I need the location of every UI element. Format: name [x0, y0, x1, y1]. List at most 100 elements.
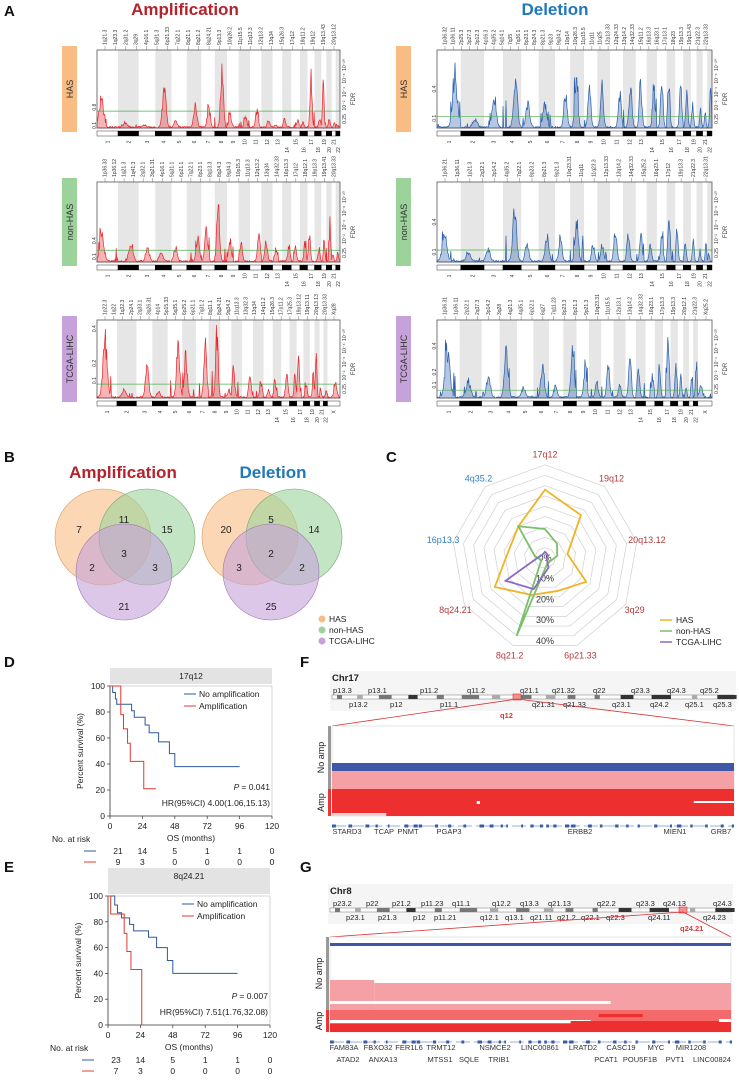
cytoband-label: 3p27.3	[467, 29, 473, 45]
cytoband-label: 11p15.5	[238, 27, 244, 45]
cytoband-label: 1p36.11	[455, 159, 461, 177]
venn-count-nonhas-tcga: 2	[299, 563, 305, 574]
cytoband-label: 15q26.3	[279, 27, 285, 45]
chromosome-band	[707, 50, 712, 128]
cytoband-label: 16p13.3	[646, 27, 652, 45]
chromosome-number: 4	[161, 140, 167, 143]
legend-label: Amplification	[197, 911, 245, 921]
gene-exon	[506, 824, 508, 828]
gene-exon	[539, 824, 543, 828]
chromosome-number: 15	[648, 409, 654, 415]
cytoband-label: 15q25.2	[641, 159, 647, 177]
cytoband-label: 20q13.33	[323, 294, 329, 315]
cytoband-label: 19q13.43	[321, 24, 327, 45]
chromosome-bar-segment	[622, 130, 636, 137]
band-label-bottom: q22.1	[581, 913, 600, 922]
chromosome-band	[299, 50, 308, 128]
chromosome-bar-segment	[289, 400, 297, 407]
panel-f-chr17-heatmap: Chr17 p13.3 p13.1 p11.2 q11.2 q21.1 q21.32 q22 q…	[316, 671, 737, 836]
chromosome-number: 12	[627, 273, 633, 279]
cytoband-label: 14q32.33	[629, 156, 635, 177]
chromosome-number: 13	[275, 273, 281, 279]
panel-label-d: D	[4, 654, 15, 671]
chromosome-bar-segment	[459, 400, 482, 407]
heatmap-segment	[718, 1019, 731, 1022]
chromosome-band	[654, 320, 663, 398]
x-tick-label: 96	[235, 821, 245, 831]
y-tick-label: 80	[96, 707, 106, 717]
chromosome-number: 10	[593, 409, 599, 415]
chromosome-number: 14	[285, 281, 291, 287]
deletion-title: Deletion	[521, 0, 588, 19]
chromosome-band	[326, 50, 332, 128]
chromosome-bar-segment	[548, 400, 564, 407]
gistic-score-trace	[96, 324, 341, 400]
chromosome-number: 20	[315, 417, 321, 423]
right-axis-tick: 10⁻²	[342, 234, 348, 244]
chromosome-bar-segment	[291, 130, 301, 137]
chromosome-bar-segment	[117, 130, 139, 137]
gene-exon	[385, 1040, 388, 1044]
cytoband-label: 9p23	[549, 34, 555, 45]
band-label-top: p13.1	[368, 686, 387, 695]
right-axis-tick: 10⁻²⁰	[342, 59, 348, 71]
cytoband-label: 21q22.3	[691, 159, 697, 177]
right-axis-tick: 10⁻⁸	[342, 73, 348, 83]
chromosome-number: 8	[575, 140, 581, 143]
sample-label: TCGA-LIHC	[65, 334, 75, 383]
chromosome-number: 7	[561, 140, 567, 143]
cytoband-label: 6p21.1	[191, 299, 197, 315]
plot-frame	[96, 49, 341, 129]
chromosome-bar-segment	[646, 130, 658, 137]
gene-exon	[588, 824, 592, 828]
ideogram-band	[618, 908, 632, 912]
cytoband-label: 2q32.1	[480, 161, 486, 177]
chromosome-band	[666, 182, 676, 262]
cytoband-label: 8p23.1	[524, 29, 530, 45]
legend-swatch	[318, 615, 326, 623]
chromosome-bar-segment	[138, 130, 156, 137]
chromosome-number: 2	[125, 410, 131, 413]
cytoband-label: 1p22.3	[103, 299, 109, 315]
risk-table-cell: 3	[140, 857, 145, 867]
risk-table-label: No. at risk	[52, 834, 91, 844]
left-axis-tick: 0.2	[92, 360, 98, 367]
cytoband-label: 1p36.32	[443, 27, 449, 45]
chromosome-bar-segment	[646, 264, 658, 271]
chromosome-band	[326, 182, 332, 262]
chromosome-number: 19	[310, 409, 316, 415]
cytoband-label: 19q13.43	[687, 24, 693, 45]
ideogram-band	[436, 695, 444, 699]
left-axis-tick: 0.1	[92, 377, 98, 384]
radar-tick-label: 20%	[536, 594, 554, 604]
chromosome-bar-segment	[238, 264, 251, 271]
cytoband-label: 1p36.33	[103, 159, 109, 177]
y-tick-label: 20	[96, 785, 106, 795]
chromosome-bar-segment	[307, 264, 315, 271]
sample-label: HAS	[399, 80, 409, 99]
cytoband-label: 9q34.2	[557, 29, 563, 45]
risk-table-cell: 3	[138, 1066, 143, 1076]
chromosome-bar-segment	[563, 400, 577, 407]
chromosome-bar-segment	[186, 130, 202, 137]
chromosome-bar-segment	[201, 264, 215, 271]
gene-exon	[626, 824, 629, 828]
chromosome-bar-segment	[521, 264, 539, 271]
legend-label: non-HAS	[329, 625, 364, 635]
cytoband-label: 14q11.2	[261, 297, 267, 315]
risk-table-cell: 14	[136, 1055, 146, 1065]
gene-exon	[433, 1040, 437, 1044]
risk-table-cell: 0	[170, 1066, 175, 1076]
band-label-top: q21.1	[520, 686, 539, 695]
chromosome-band	[314, 320, 320, 398]
ideogram-band	[691, 695, 698, 699]
chromosome-band	[683, 320, 689, 398]
cytoband-label: 12p13.1	[617, 297, 623, 315]
cytoband-label: 17p13.1	[663, 27, 669, 45]
chromosome-number: 13	[629, 409, 635, 415]
plot-frame	[96, 319, 341, 399]
cytoband-label: 8p21.3	[542, 161, 548, 177]
chromosome-bar-segment	[282, 264, 292, 271]
risk-table-cell: 9	[116, 857, 121, 867]
chromosome-bar-segment	[326, 264, 332, 271]
